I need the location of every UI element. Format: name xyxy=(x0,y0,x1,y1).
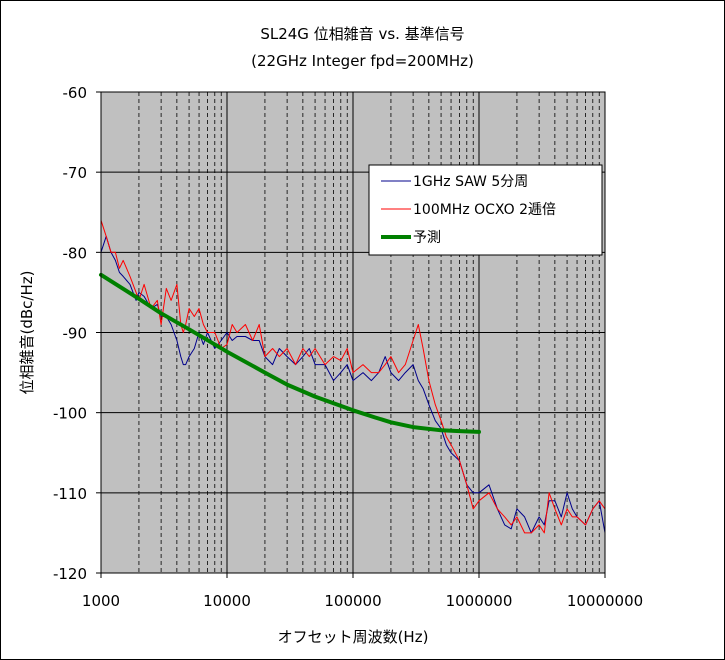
legend-label: 予測 xyxy=(413,230,441,246)
y-tick-label: -90 xyxy=(63,325,88,343)
legend-box xyxy=(368,164,603,256)
y-tick-label: -120 xyxy=(53,565,87,583)
chart-subtitle: (22GHz Integer fpd=200MHz) xyxy=(251,52,474,70)
y-tick-label: -110 xyxy=(53,485,87,503)
y-tick-label: -100 xyxy=(53,405,87,423)
x-tick-label: 10000000 xyxy=(567,592,643,610)
y-axis-ticks: -60 -70 -80 -90 -100 -110 -120 xyxy=(53,84,101,583)
x-tick-label: 1000000 xyxy=(446,592,513,610)
x-tick-label: 1000 xyxy=(82,592,120,610)
y-axis-label: 位相雑音(dBc/Hz) xyxy=(18,271,36,395)
legend-label: 1GHz SAW 5分周 xyxy=(413,174,528,190)
legend-label: 100MHz OCXO 2逓倍 xyxy=(413,202,556,218)
x-axis-label: オフセット周波数(Hz) xyxy=(278,628,429,646)
series-line-1 xyxy=(100,235,606,534)
x-tick-label: 10000 xyxy=(203,592,251,610)
x-axis-ticks: 1000 10000 100000 1000000 10000000 xyxy=(82,573,643,610)
x-tick-label: 100000 xyxy=(324,592,381,610)
y-tick-label: -60 xyxy=(63,84,88,102)
series-layer xyxy=(99,219,606,534)
series-line-2 xyxy=(100,219,606,534)
chart-title: SL24G 位相雑音 vs. 基準信号 xyxy=(260,25,465,43)
y-tick-label: -70 xyxy=(63,164,88,182)
series-line-3 xyxy=(99,272,481,434)
y-tick-label: -80 xyxy=(63,244,88,262)
